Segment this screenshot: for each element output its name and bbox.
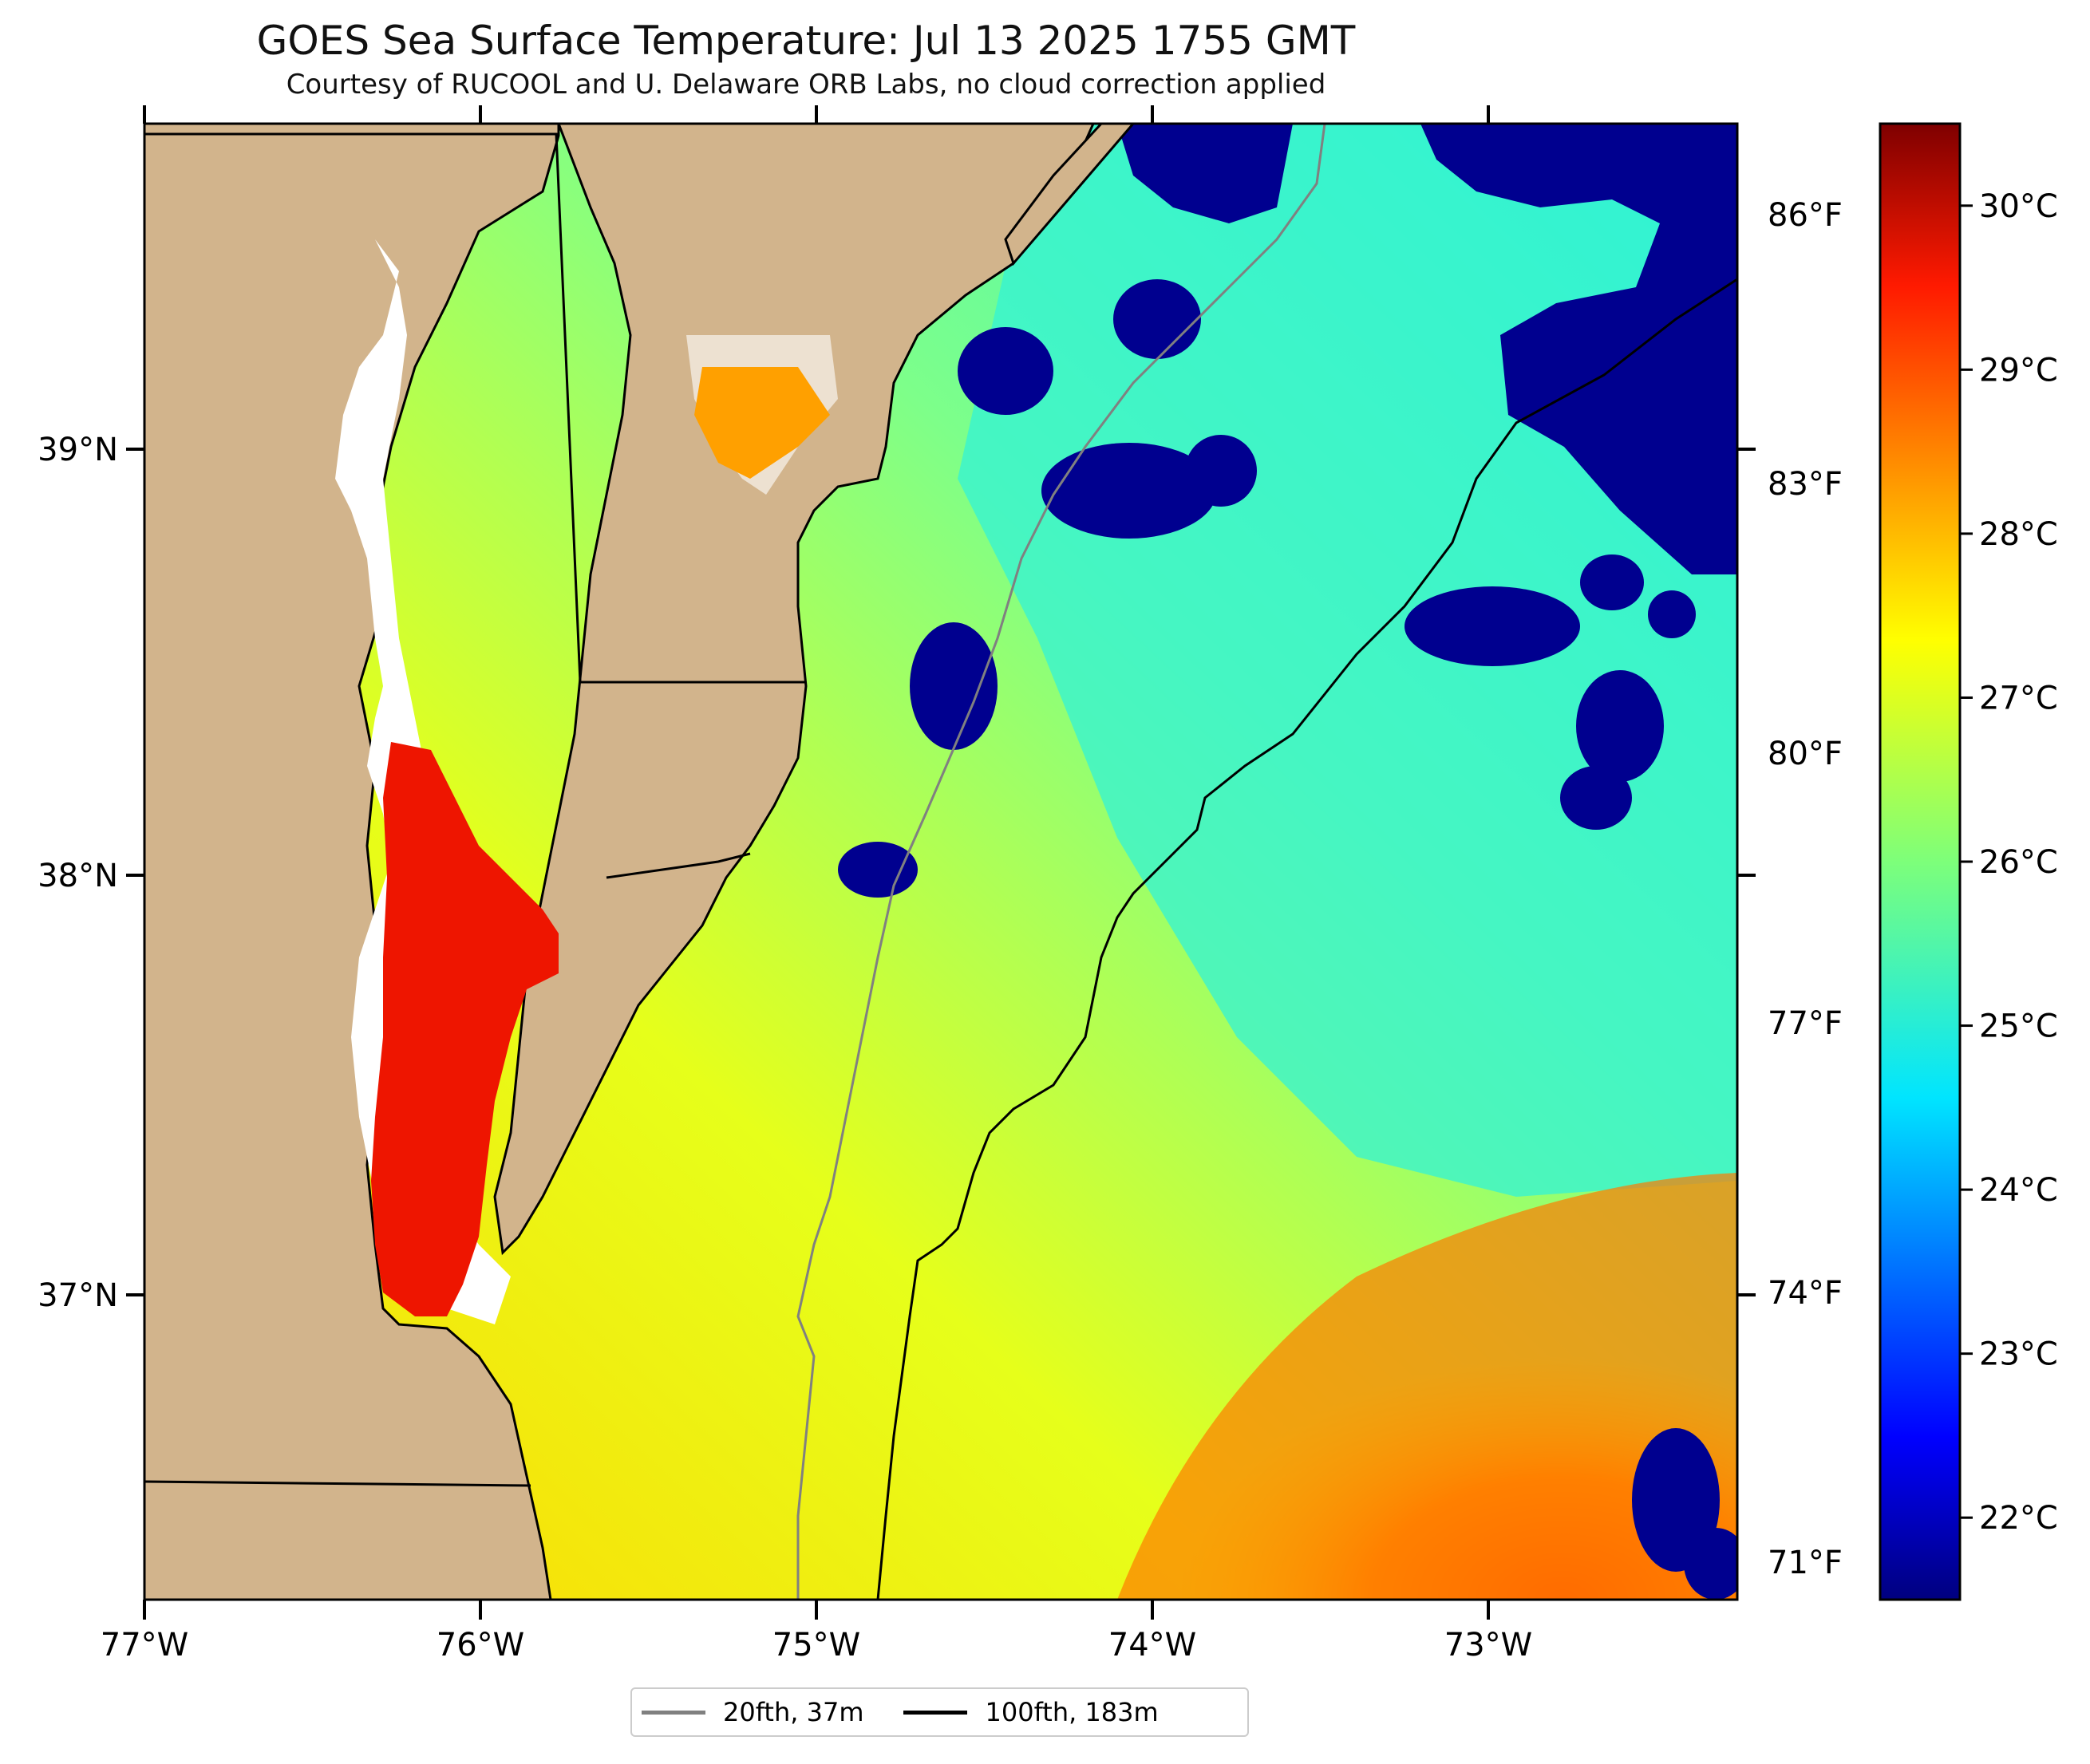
colorbar-tick-label: 26°C <box>1979 844 2058 881</box>
colorbar-gradient <box>1879 122 1962 1601</box>
lat-tick-39n: 39°N <box>38 432 118 468</box>
legend-label-20fth: 20fth, 37m <box>723 1697 864 1727</box>
gulf-stream-warm-eddy <box>1117 1173 1737 1600</box>
f-tick-77: 77°F <box>1768 1005 1843 1042</box>
colorbar-tick-label: 28°C <box>1979 516 2058 553</box>
isobath-legend: 20fth, 37m 100fth, 183m <box>630 1687 1249 1737</box>
colorbar-tick-label: 23°C <box>1979 1336 2058 1373</box>
map-frame <box>143 122 1739 1601</box>
lon-tick-77w: 77°W <box>101 1627 188 1663</box>
legend-item-20fth: 20fth, 37m <box>642 1697 863 1727</box>
lat-tick-37n: 37°N <box>38 1277 118 1314</box>
f-tick-86: 86°F <box>1768 197 1843 234</box>
isobath-100fth <box>876 278 1737 1600</box>
colorbar-tick-label: 29°C <box>1979 352 2058 389</box>
lon-tick-75w: 75°W <box>772 1627 860 1663</box>
legend-swatch-black <box>903 1710 968 1715</box>
f-tick-74: 74°F <box>1768 1275 1843 1312</box>
colorbar-tick-label: 22°C <box>1979 1500 2058 1537</box>
legend-swatch-grey <box>642 1710 705 1715</box>
lon-tick-73w: 73°W <box>1444 1627 1532 1663</box>
lon-tick-74w: 74°W <box>1108 1627 1196 1663</box>
f-tick-71: 71°F <box>1768 1545 1843 1581</box>
f-tick-83: 83°F <box>1768 466 1843 503</box>
cloud-cold-patches <box>838 124 1737 1600</box>
land-areas <box>144 124 1135 1600</box>
legend-item-100fth: 100fth, 183m <box>903 1697 1159 1727</box>
colorbar: 30°C 29°C 28°C 27°C 26°C 25°C 24°C 23°C 22°C <box>1879 122 2058 1601</box>
colorbar-tick-label: 25°C <box>1979 1008 2058 1045</box>
delaware-bay-warm <box>694 367 830 479</box>
lon-axis: 77°W 76°W 75°W 74°W 73°W <box>101 1600 1532 1663</box>
legend-label-100fth: 100fth, 183m <box>985 1697 1159 1727</box>
map-subtitle: Courtesy of RUCOOL and U. Delaware ORB L… <box>286 69 1326 101</box>
lat-tick-38n: 38°N <box>38 858 118 894</box>
map-plot-area <box>144 124 1737 1600</box>
top-ticks <box>143 105 1490 124</box>
lat-axis: 39°N 38°N 37°N <box>38 432 144 1314</box>
state-borders <box>144 132 806 1487</box>
lon-tick-76w: 76°W <box>437 1627 524 1663</box>
fahrenheit-axis: 86°F 83°F 80°F 77°F 74°F 71°F <box>1737 197 1843 1581</box>
chesapeake-bay-warm <box>371 742 559 1316</box>
colorbar-tick-label: 24°C <box>1979 1172 2058 1209</box>
map-title: GOES Sea Surface Temperature: Jul 13 202… <box>256 18 1356 64</box>
isobath-20fth <box>796 124 1326 1600</box>
colorbar-tick-label: 27°C <box>1979 680 2058 716</box>
colorbar-tick-label: 30°C <box>1979 188 2058 225</box>
f-tick-80: 80°F <box>1768 736 1843 772</box>
